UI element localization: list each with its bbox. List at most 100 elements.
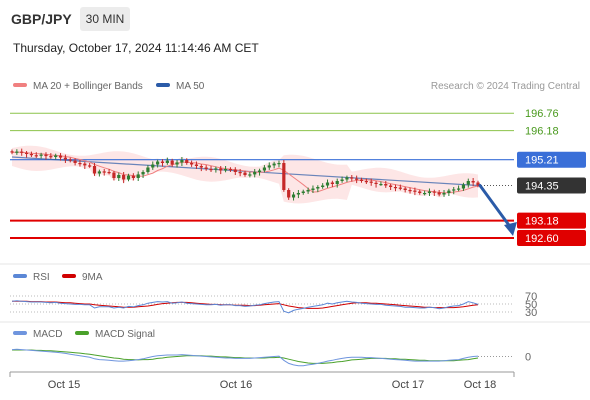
candle-body [10, 151, 14, 153]
candle-body [335, 181, 339, 184]
candle-body [238, 172, 242, 174]
legend-rsi-ma: 9MA [62, 272, 103, 283]
candle-body [476, 182, 480, 186]
rsi-tick-label: 70 [525, 291, 537, 303]
support-label: 192.60 [525, 233, 559, 245]
candle-body [122, 175, 126, 180]
candle-body [78, 163, 82, 165]
candle-body [452, 189, 456, 191]
pivot-label: 195.21 [525, 155, 559, 167]
candle-body [199, 166, 203, 168]
candle-body [117, 175, 121, 178]
support-label: 193.18 [525, 216, 559, 228]
candle-body [311, 188, 315, 190]
candle-body [413, 190, 417, 192]
candle-body [248, 174, 252, 176]
candle-body [287, 190, 291, 198]
candle-body [49, 156, 53, 158]
candle-body [209, 169, 213, 171]
candle-body [190, 163, 194, 165]
candle-body [253, 172, 257, 175]
forecast-arrow-head [504, 222, 517, 236]
candle-body [88, 165, 92, 167]
candle-body [54, 155, 58, 157]
ma20-swatch [13, 83, 27, 88]
rsi-line [11, 300, 479, 314]
candle-body [214, 168, 218, 170]
resistance-label: 196.18 [525, 126, 559, 138]
candle-body [136, 174, 140, 178]
timeframe-button[interactable]: 30 MIN [80, 7, 130, 31]
candle-body [427, 191, 432, 193]
candle-body [175, 162, 179, 165]
chart-header: GBP/JPY 30 MIN [0, 0, 590, 38]
legend-ma50-label: MA 50 [176, 81, 205, 92]
candle-body [369, 181, 373, 183]
candle-body [306, 190, 310, 192]
candle-body [233, 169, 237, 172]
candle-body [219, 168, 223, 171]
candle-body [257, 170, 262, 172]
candle-body [262, 167, 267, 171]
candle-body [185, 160, 189, 163]
forecast-arrow-shaft [478, 184, 513, 230]
candle-body [243, 172, 247, 175]
candle-body [364, 181, 368, 183]
candle-body [296, 193, 300, 195]
resistance-label: 196.76 [525, 108, 559, 120]
candle-body [374, 182, 378, 184]
legend-macd-signal-label: MACD Signal [95, 329, 156, 340]
candle-body [97, 171, 101, 174]
candle-body [466, 181, 470, 185]
legend-rsi: RSI [13, 272, 50, 283]
candle-body [34, 155, 38, 157]
candle-body [20, 151, 24, 153]
candle-body [194, 164, 199, 166]
candle-body [442, 193, 446, 195]
rsi-swatch [13, 274, 27, 279]
macd-signal-line [12, 349, 479, 364]
candle-body [63, 157, 67, 160]
x-tick-label: Oct 16 [220, 379, 252, 391]
candle-body [408, 190, 412, 192]
candle-body [325, 182, 330, 186]
candle-body [151, 164, 155, 168]
legend-macd: MACD [13, 329, 62, 340]
x-tick-label: Oct 18 [464, 379, 496, 391]
last-price-label: 194.35 [525, 181, 559, 193]
candle-body [291, 194, 296, 198]
candle-body [160, 161, 165, 163]
rsi-tick-label: 50 [525, 299, 537, 311]
candle-body [432, 191, 436, 193]
candle-body [277, 163, 281, 165]
support-tag [517, 230, 586, 246]
candle-body [355, 178, 359, 180]
candle-body [456, 188, 461, 190]
legend-ma20: MA 20 + Bollinger Bands [13, 81, 143, 92]
candle-body [330, 182, 334, 184]
candle-body [107, 172, 111, 174]
candle-body [359, 179, 364, 181]
candle-body [24, 152, 29, 154]
candle-body [126, 175, 131, 180]
candle-body [39, 154, 43, 156]
candle-body [112, 172, 116, 178]
candle-body [165, 160, 169, 163]
candle-body [15, 151, 19, 153]
candle-body [156, 161, 160, 165]
pivot-tag [517, 151, 586, 168]
last-price-tag [517, 177, 586, 194]
candle-body [180, 160, 184, 163]
candle-body [102, 171, 106, 173]
candle-body [131, 175, 135, 178]
legend-macd-label: MACD [33, 329, 63, 340]
legend-rsi-ma-label: 9MA [82, 272, 103, 283]
rsi-ma-swatch [62, 274, 76, 279]
ma50-swatch [156, 83, 170, 88]
legend-ma50: MA 50 [156, 81, 204, 92]
candle-body [44, 154, 48, 157]
candle-body [418, 191, 422, 193]
candle-body [345, 177, 349, 180]
candle-body [389, 185, 393, 187]
